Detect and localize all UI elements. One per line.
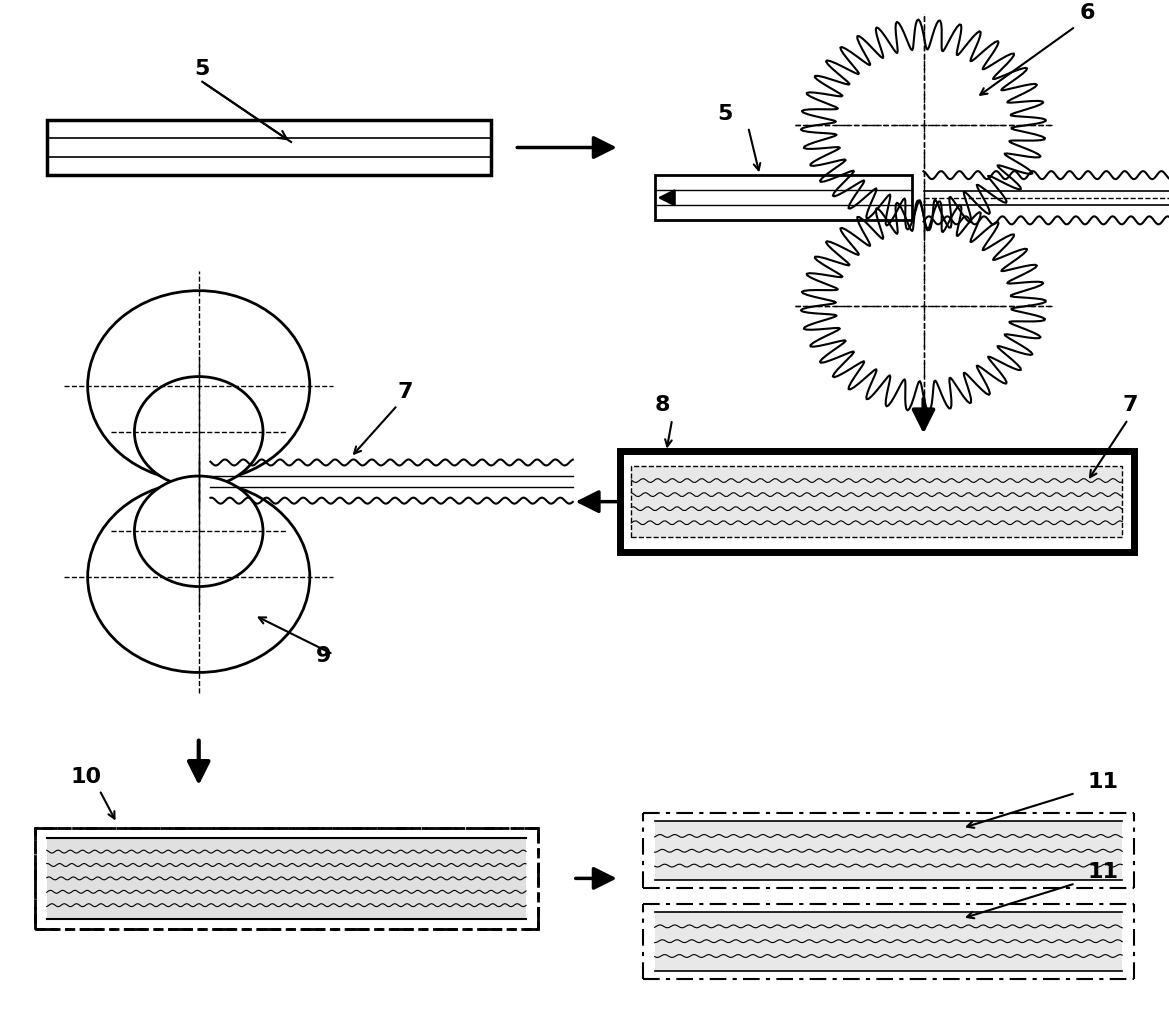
Bar bbox=[655, 821, 1122, 881]
Bar bbox=[35, 828, 538, 928]
Circle shape bbox=[88, 481, 310, 672]
Bar bbox=[47, 838, 526, 918]
Text: 10: 10 bbox=[70, 767, 102, 787]
Text: 6: 6 bbox=[1079, 3, 1095, 23]
Bar bbox=[620, 451, 1134, 552]
Circle shape bbox=[134, 376, 263, 487]
Text: 7: 7 bbox=[1122, 396, 1137, 416]
Bar bbox=[47, 120, 491, 176]
Text: 9: 9 bbox=[316, 647, 331, 666]
Text: 8: 8 bbox=[655, 396, 670, 416]
Circle shape bbox=[134, 476, 263, 586]
Text: 5: 5 bbox=[717, 104, 733, 124]
Bar bbox=[655, 176, 912, 220]
Text: 11: 11 bbox=[1087, 863, 1119, 883]
Text: 7: 7 bbox=[397, 382, 413, 403]
Bar bbox=[655, 911, 1122, 971]
Bar bbox=[631, 466, 1122, 537]
Circle shape bbox=[88, 291, 310, 481]
Text: 5: 5 bbox=[194, 59, 210, 79]
Text: 11: 11 bbox=[1087, 772, 1119, 792]
